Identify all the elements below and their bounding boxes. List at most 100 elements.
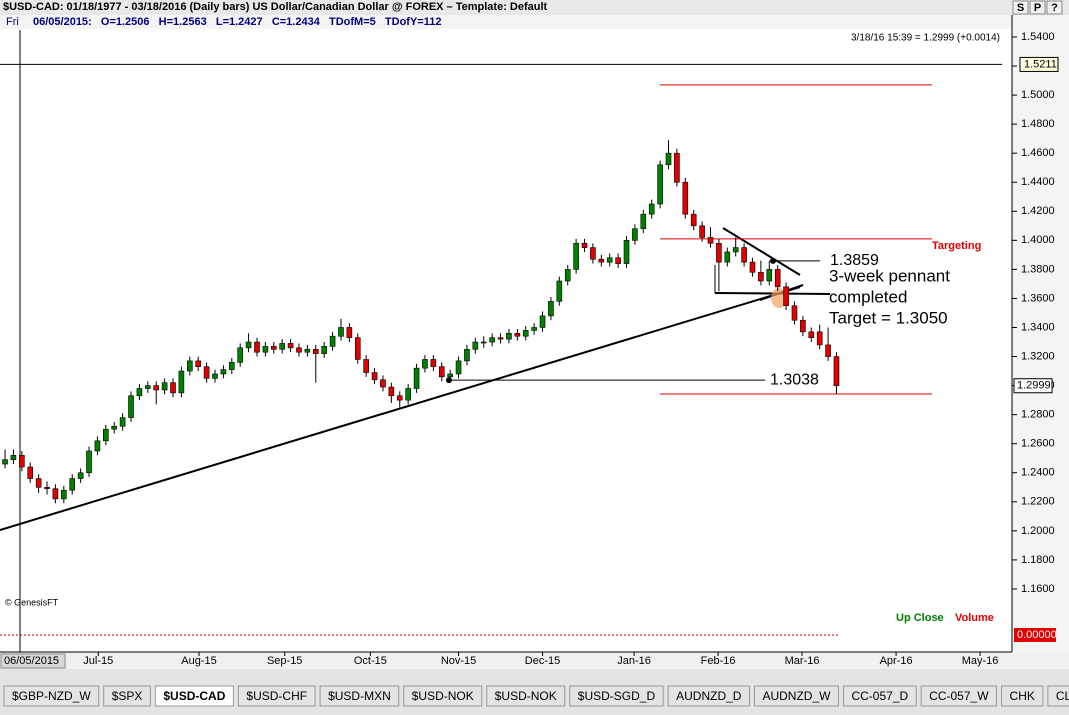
level-point (770, 257, 776, 264)
y-tick-label: 1.3200 (1021, 350, 1055, 362)
candle-body (774, 269, 781, 288)
candle-body (136, 388, 143, 397)
tab[interactable] (1047, 685, 1069, 707)
candle-body (212, 373, 218, 379)
bar-info: 06/05/2015: O=1.2506 H=1.2563 L=1.2427 C… (33, 16, 441, 28)
candle-body (514, 333, 521, 337)
candle-body (623, 240, 630, 264)
tab-label[interactable]: $USD-NOK (412, 689, 474, 703)
candle-body (497, 337, 504, 340)
x-tick-label: Mar-16 (785, 655, 820, 667)
tab-label[interactable]: CHK (1010, 689, 1035, 703)
time-axis (0, 652, 1069, 669)
candle-body (556, 280, 563, 302)
x-tick-label: Nov-15 (441, 655, 476, 667)
copyright: © GenesisFT (5, 597, 59, 607)
trend-line (0, 286, 801, 531)
toolbar-button-label[interactable]: P (1034, 2, 1041, 14)
x-tick-label: Oct-15 (354, 655, 387, 667)
candle-body (707, 237, 714, 244)
tab-label[interactable]: $GBP-NZD_W (12, 689, 91, 703)
candle-body (825, 344, 831, 357)
candle-body (657, 164, 663, 205)
y-tick-label: 1.3800 (1021, 263, 1055, 275)
candle-body (153, 385, 160, 391)
candle-body (296, 347, 302, 353)
candle-body (615, 257, 621, 264)
y-tick-label: 1.5400 (1021, 31, 1055, 43)
x-tick-label: May-16 (962, 655, 999, 667)
tab[interactable] (667, 685, 750, 707)
cursor-price: 1.5211 (1024, 58, 1057, 70)
candle-body (371, 372, 378, 381)
candle-body (480, 341, 487, 344)
volume-label: Volume (955, 612, 994, 624)
y-tick-label: 1.4800 (1021, 118, 1055, 130)
y-tick-label: 1.1600 (1021, 583, 1055, 595)
tabs: $GBP-NZD_W $SPX $USD-CAD $USD-CHF $USD-MXN $U… (3, 685, 1069, 707)
tab[interactable] (103, 685, 151, 707)
candle-body (531, 327, 537, 331)
tab-label[interactable]: CL3-055 (1056, 689, 1069, 703)
toolbar-button[interactable] (1029, 0, 1046, 15)
quote: 3/18/16 15:39 = 1.2999 (+0.0014) (851, 33, 1000, 44)
tab-label[interactable]: AUDNZD_W (762, 689, 831, 703)
cursor-date-box (0, 653, 66, 669)
candle-body (808, 331, 815, 338)
tab[interactable] (569, 685, 664, 707)
candle-body (749, 261, 756, 273)
candle-body (220, 369, 227, 375)
candle-body (405, 388, 411, 401)
tab[interactable] (1001, 685, 1044, 707)
tab[interactable] (920, 685, 998, 707)
candle-body (237, 347, 243, 363)
candle-body (606, 257, 613, 263)
tab[interactable] (237, 685, 316, 707)
candle-body (833, 356, 840, 387)
tab[interactable] (753, 685, 839, 707)
toolbar-button[interactable] (1012, 0, 1029, 15)
tab-label[interactable]: $USD-SGD_D (578, 689, 656, 703)
level-label: 1.3038 (770, 371, 819, 388)
tab-label[interactable]: CC-057_W (929, 689, 989, 703)
tab-label[interactable]: $USD-CAD (163, 689, 225, 703)
toolbar-button-label[interactable]: ? (1051, 2, 1058, 14)
tab-label[interactable]: $USD-CHF (246, 689, 307, 703)
tab[interactable] (403, 685, 483, 707)
up-close-label: Up Close (896, 612, 944, 624)
tab[interactable] (154, 685, 234, 707)
candle-body (548, 301, 554, 317)
toolbar-button-label[interactable]: S (1017, 2, 1024, 14)
tab[interactable] (3, 685, 100, 707)
y-tick-label: 1.3400 (1021, 321, 1055, 333)
candle-body (346, 327, 353, 338)
candle-body (564, 269, 571, 282)
candle-body (800, 319, 806, 333)
tab-label[interactable]: AUDNZD_D (676, 689, 742, 703)
candle-body (287, 343, 294, 349)
x-tick-label: Jul-15 (83, 655, 113, 667)
tab[interactable] (486, 685, 566, 707)
tab-label[interactable]: CC-057_D (851, 689, 908, 703)
candle-body (682, 181, 689, 215)
y-tick-label: 1.4600 (1021, 147, 1055, 159)
tab[interactable] (319, 685, 400, 707)
tab-label[interactable]: $USD-MXN (328, 689, 391, 703)
volume-value-box (1014, 628, 1056, 642)
y-tick-label: 1.2400 (1021, 467, 1055, 479)
candle-body (716, 242, 722, 263)
candle-body (145, 385, 151, 389)
candle-body (10, 455, 17, 460)
candle-body (766, 269, 773, 282)
toolbar-button[interactable] (1046, 0, 1063, 15)
tab-label[interactable]: $USD-NOK (495, 689, 557, 703)
candle-body (279, 343, 285, 350)
price-axis (1012, 15, 1069, 652)
tab-label[interactable]: $SPX (112, 689, 143, 703)
candle-body (103, 428, 109, 442)
y-tick-label: 1.2200 (1021, 496, 1055, 508)
header-bar (0, 0, 1069, 15)
tab[interactable] (842, 685, 917, 707)
